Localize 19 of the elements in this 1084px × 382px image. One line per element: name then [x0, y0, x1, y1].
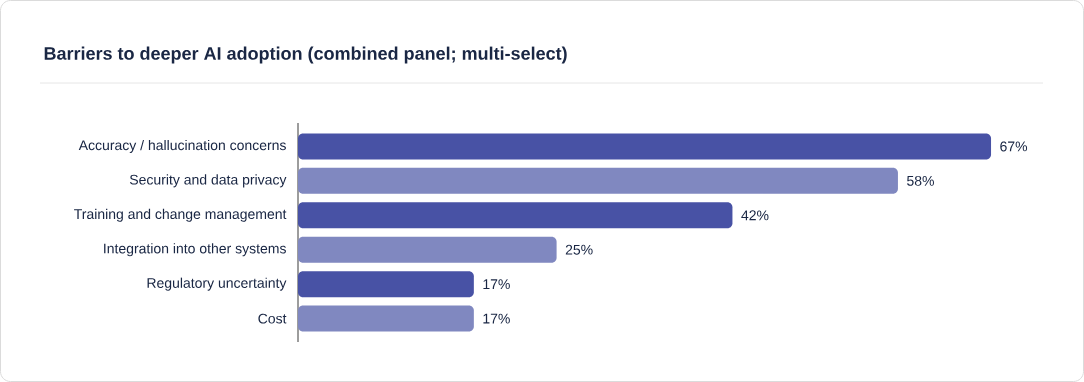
y-tick-label: Cost: [258, 313, 287, 324]
bar: [298, 167, 898, 194]
bar: [298, 133, 992, 160]
y-tick-label: Accuracy / hallucination concerns: [78, 139, 286, 153]
y-tick-label: Training and change management: [74, 208, 287, 222]
data-label: 17%: [483, 313, 510, 324]
data-label: 58%: [907, 175, 934, 186]
data-label: 17%: [483, 279, 510, 290]
bar: [298, 271, 474, 298]
bar: [298, 305, 474, 332]
data-label: 25%: [565, 244, 593, 255]
chart-title: Barriers to deeper AI adoption (combined panel; multi-select): [44, 46, 567, 64]
y-tick-label: Security and data privacy: [129, 174, 287, 188]
data-label: 42%: [741, 210, 769, 221]
y-tick-label: Integration into other systems: [104, 243, 286, 257]
data-label: 67%: [1000, 141, 1028, 152]
y-tick-label: Regulatory uncertainty: [147, 277, 287, 291]
bar: [298, 236, 557, 263]
bar: [298, 202, 733, 229]
